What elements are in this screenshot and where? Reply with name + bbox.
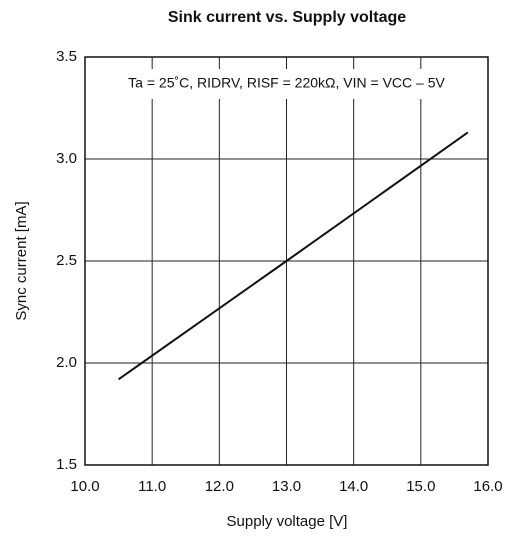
x-tick-label: 14.0 bbox=[339, 478, 368, 495]
y-tick-label: 1.5 bbox=[56, 456, 77, 473]
x-tick-label: 11.0 bbox=[138, 478, 166, 495]
x-tick-label: 12.0 bbox=[205, 478, 234, 495]
annotation-bg bbox=[93, 69, 480, 99]
x-tick-label: 10.0 bbox=[70, 478, 99, 495]
x-axis-label: Supply voltage [V] bbox=[227, 513, 348, 530]
x-tick-label: 16.0 bbox=[473, 478, 502, 495]
annotation: Ta = 25˚C, RIDRV, RISF = 220kΩ, VIN = VC… bbox=[128, 75, 445, 91]
chart-title: Sink current vs. Supply voltage bbox=[168, 9, 406, 26]
plot-frame bbox=[84, 56, 489, 466]
data-line bbox=[118, 131, 469, 381]
y-tick-label: 3.5 bbox=[56, 48, 77, 65]
x-tick-label: 13.0 bbox=[272, 478, 301, 495]
x-tick-label: 15.0 bbox=[406, 478, 435, 495]
y-tick-label: 3.0 bbox=[56, 150, 77, 167]
y-axis-label: Sync current [mA] bbox=[13, 201, 30, 320]
y-tick-label: 2.0 bbox=[56, 354, 77, 371]
y-tick-label: 2.5 bbox=[56, 252, 77, 269]
